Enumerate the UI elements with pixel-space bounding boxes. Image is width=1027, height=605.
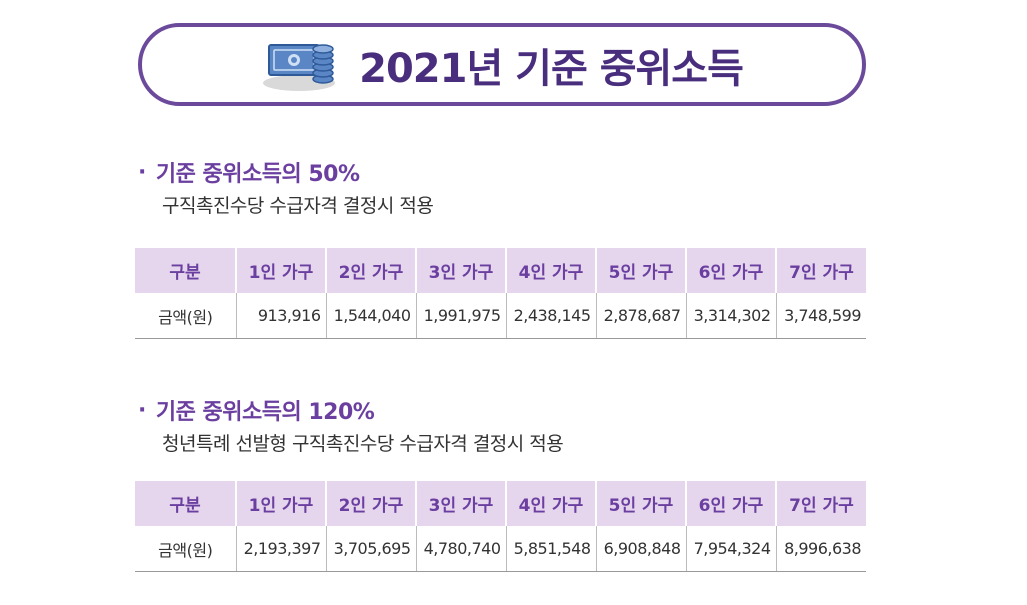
bullet-dot: ·: [138, 397, 146, 423]
header-cell: 7인 가구: [775, 248, 866, 293]
section-heading: · 기준 중위소득의 50%: [138, 155, 433, 189]
page-title: 2021년 기준 중위소득: [359, 45, 744, 92]
section-subtitle: 구직촉진수당 수급자격 결정시 적용: [162, 194, 434, 217]
section-120-percent: · 기준 중위소득의 120% 청년특례 선발형 구직촉진수당 수급자격 결정시…: [138, 393, 564, 457]
header-cell: 7인 가구: [775, 481, 866, 526]
value-cell: 6,908,848: [595, 526, 686, 572]
header-cell: 2인 가구: [325, 248, 416, 293]
header-cell: 4인 가구: [505, 248, 596, 293]
money-coins-icon: [263, 43, 336, 91]
value-cell: 8,996,638: [775, 526, 866, 572]
row-label: 금액(원): [135, 293, 236, 339]
header-cell: 2인 가구: [325, 481, 416, 526]
bullet-dot: ·: [138, 159, 146, 185]
header-cell: 5인 가구: [595, 248, 686, 293]
header-cell: 4인 가구: [505, 481, 596, 526]
income-table-50: 구분 1인 가구 2인 가구 3인 가구 4인 가구 5인 가구 6인 가구 7…: [135, 248, 866, 339]
income-table-120: 구분 1인 가구 2인 가구 3인 가구 4인 가구 5인 가구 6인 가구 7…: [135, 481, 866, 572]
value-cell: 3,748,599: [775, 293, 866, 339]
header-cell: 6인 가구: [685, 481, 776, 526]
header-cell: 1인 가구: [235, 481, 326, 526]
value-cell: 2,438,145: [505, 293, 596, 339]
value-cell: 913,916: [235, 293, 326, 339]
table-header-row: 구분 1인 가구 2인 가구 3인 가구 4인 가구 5인 가구 6인 가구 7…: [135, 481, 866, 526]
table-row: 금액(원) 913,916 1,544,040 1,991,975 2,438,…: [135, 293, 866, 339]
header-cell: 6인 가구: [685, 248, 776, 293]
section-subtitle: 청년특례 선발형 구직촉진수당 수급자격 결정시 적용: [162, 432, 564, 455]
value-cell: 5,851,548: [505, 526, 596, 572]
header-cell: 구분: [135, 481, 236, 526]
value-cell: 2,193,397: [235, 526, 326, 572]
value-cell: 7,954,324: [685, 526, 776, 572]
section-heading: · 기준 중위소득의 120%: [138, 393, 563, 427]
value-cell: 3,705,695: [325, 526, 416, 572]
header-cell: 3인 가구: [415, 248, 506, 293]
header-cell: 3인 가구: [415, 481, 506, 526]
header-cell: 1인 가구: [235, 248, 326, 293]
title-banner: 2021년 기준 중위소득: [138, 23, 866, 106]
row-label: 금액(원): [135, 526, 236, 572]
value-cell: 4,780,740: [415, 526, 506, 572]
section-heading-text: 기준 중위소득의 50%: [155, 162, 360, 187]
section-heading-text: 기준 중위소득의 120%: [155, 400, 375, 425]
table-header-row: 구분 1인 가구 2인 가구 3인 가구 4인 가구 5인 가구 6인 가구 7…: [135, 248, 866, 293]
table-row: 금액(원) 2,193,397 3,705,695 4,780,740 5,85…: [135, 526, 866, 572]
value-cell: 1,544,040: [325, 293, 416, 339]
header-cell: 5인 가구: [595, 481, 686, 526]
value-cell: 2,878,687: [595, 293, 686, 339]
value-cell: 1,991,975: [415, 293, 506, 339]
value-cell: 3,314,302: [685, 293, 776, 339]
header-cell: 구분: [135, 248, 236, 293]
section-50-percent: · 기준 중위소득의 50% 구직촉진수당 수급자격 결정시 적용: [138, 155, 434, 219]
